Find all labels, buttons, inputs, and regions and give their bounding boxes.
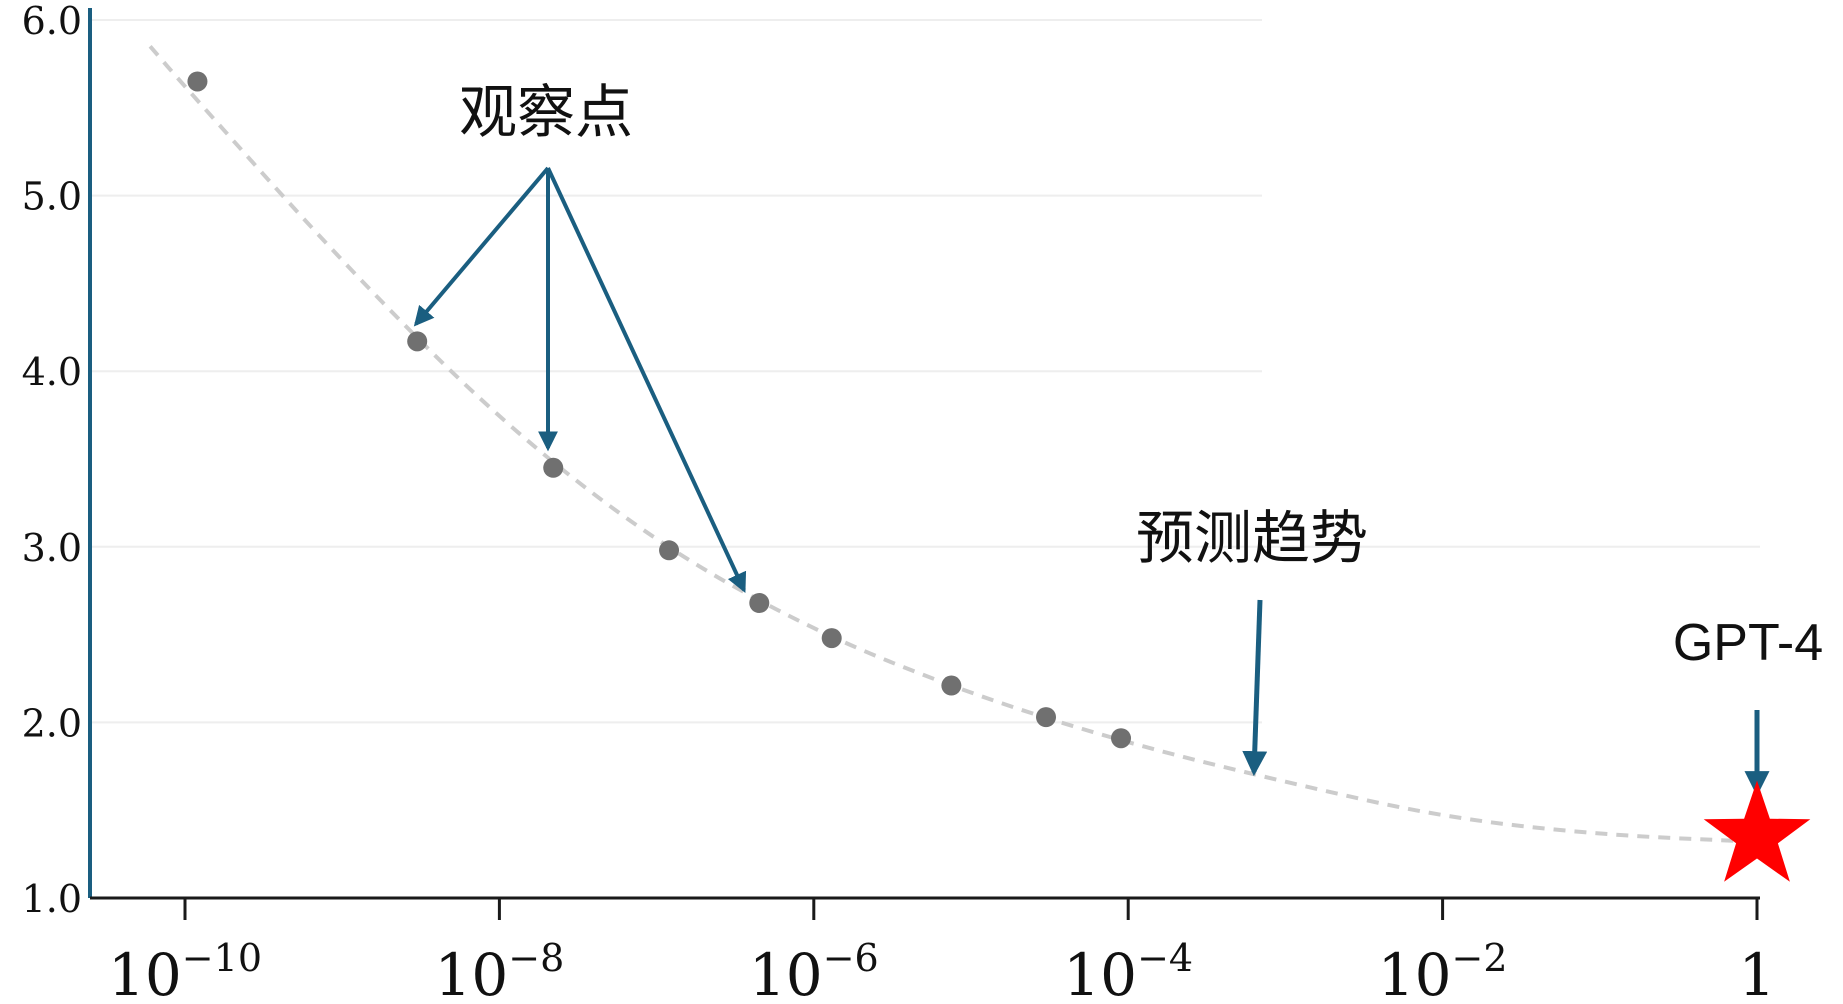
observed-point xyxy=(407,331,428,352)
x-tick-label: 10−2 xyxy=(1378,936,1508,1004)
observed-point xyxy=(1111,728,1132,749)
x-tick-label: 1 xyxy=(1739,941,1776,1004)
y-tick-label: 4.0 xyxy=(22,350,82,394)
x-ticks: 10−10 10−8 10−6 10−4 10−2 1 xyxy=(108,898,1775,1004)
observed-point xyxy=(187,71,208,92)
y-tick-label: 6.0 xyxy=(22,0,82,43)
observed-label: 观察点 xyxy=(459,78,633,146)
x-tick-label: 10−6 xyxy=(749,936,879,1004)
observed-point xyxy=(659,540,680,561)
x-tick-label: 10−10 xyxy=(108,936,262,1004)
observed-arrow-right xyxy=(546,167,747,594)
grid-lines xyxy=(92,19,1760,724)
trend-label: 预测趋势 xyxy=(1136,504,1368,572)
observed-point xyxy=(941,675,962,696)
observed-point xyxy=(749,592,770,613)
y-tick-label: 3.0 xyxy=(22,526,82,570)
y-tick-label: 5.0 xyxy=(22,175,82,219)
observed-arrow-left xyxy=(413,166,550,327)
axes xyxy=(88,8,1760,900)
observed-point xyxy=(1036,707,1057,728)
trend-line-group xyxy=(148,45,1758,844)
x-tick-label: 10−4 xyxy=(1063,936,1193,1004)
trend-arrow xyxy=(1242,599,1268,777)
y-tick-labels: 1.0 2.0 3.0 4.0 5.0 6.0 xyxy=(22,0,82,921)
y-tick-label: 1.0 xyxy=(22,877,82,921)
observed-point xyxy=(543,457,564,478)
gpt4-label: GPT-4 xyxy=(1673,614,1823,672)
y-tick-label: 2.0 xyxy=(22,701,82,745)
gpt4-star-marker xyxy=(1703,780,1811,882)
x-tick-label: 10−8 xyxy=(434,936,564,1004)
observed-point xyxy=(821,628,842,649)
trend-line xyxy=(148,45,1758,844)
observed-points xyxy=(187,71,1132,749)
